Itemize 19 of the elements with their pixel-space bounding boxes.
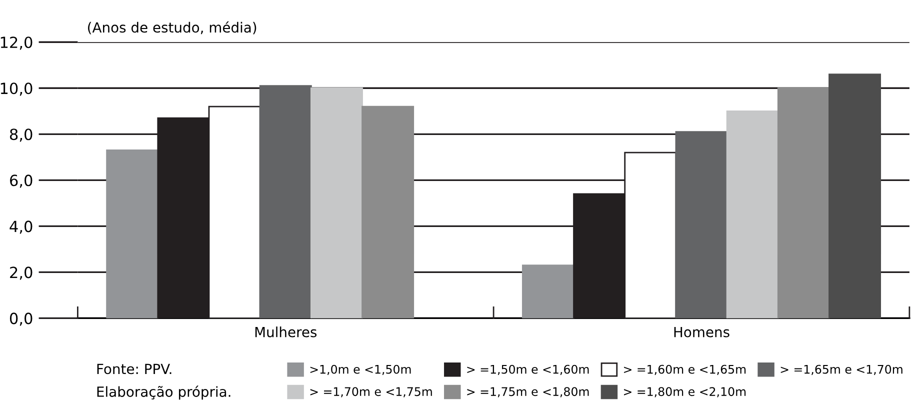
legend-label: >1,0m e <1,50m bbox=[310, 364, 411, 375]
legend-label: > =1,50m e <1,60m bbox=[467, 364, 589, 375]
legend-label: > =1,75m e <1,80m bbox=[467, 387, 589, 398]
legend-label: > =1,60m e <1,65m bbox=[624, 364, 746, 375]
chart-subtitle: (Anos de estudo, média) bbox=[88, 21, 256, 34]
y-tick-label: 8,0 bbox=[10, 128, 32, 142]
source-note: Fonte: PPV. bbox=[97, 364, 172, 374]
x-tick-label: Mulheres bbox=[255, 326, 317, 338]
y-tick-label: 10,0 bbox=[0, 82, 32, 96]
y-tick-label: 0,0 bbox=[10, 312, 32, 326]
legend-label: > =1,65m e <1,70m bbox=[780, 364, 902, 375]
legend-label: > =1,70m e <1,75m bbox=[310, 387, 432, 398]
y-tick-label: 4,0 bbox=[10, 220, 32, 234]
text: Elaboração própria. bbox=[97, 386, 230, 400]
x-tick-label: Homens bbox=[674, 326, 730, 338]
legend-label: > =1,80m e <2,10m bbox=[624, 387, 746, 398]
y-tick-label: 2,0 bbox=[10, 266, 32, 280]
y-tick-label: 12,0 bbox=[0, 36, 32, 50]
y-tick-label: 6,0 bbox=[10, 174, 32, 188]
